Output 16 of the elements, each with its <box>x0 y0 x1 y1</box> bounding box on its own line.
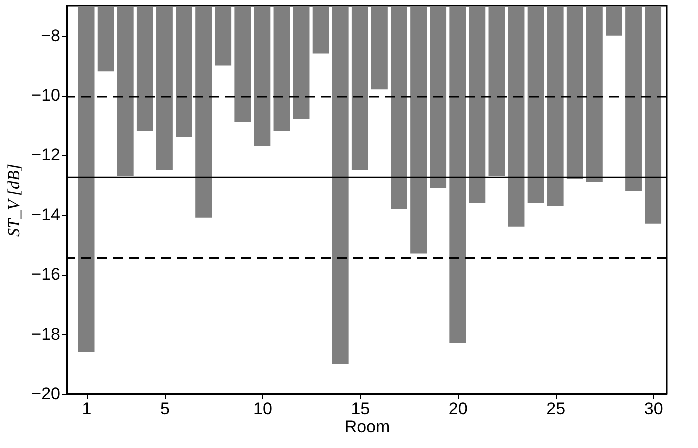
x-axis-title: Room <box>344 418 390 436</box>
y-tick-label: −18 <box>32 324 60 344</box>
x-tick-label: 5 <box>160 400 170 418</box>
x-tick-label: 1 <box>82 400 92 418</box>
y-tick-label: −16 <box>32 265 60 284</box>
y-tick-label: −8 <box>41 26 60 46</box>
x-tick-label: 15 <box>351 400 370 418</box>
x-tick-label: 10 <box>253 400 272 418</box>
y-tick-label: −10 <box>32 86 60 106</box>
y-tick-label: −14 <box>32 205 60 224</box>
y-tick-label: −12 <box>32 146 60 165</box>
y-tick-label: −20 <box>32 384 60 404</box>
x-tick-label: 30 <box>644 400 664 418</box>
y-axis-title: ST_V [dB] <box>4 164 24 237</box>
x-tick-label: 20 <box>448 400 468 418</box>
x-tick-label: 25 <box>546 400 566 418</box>
